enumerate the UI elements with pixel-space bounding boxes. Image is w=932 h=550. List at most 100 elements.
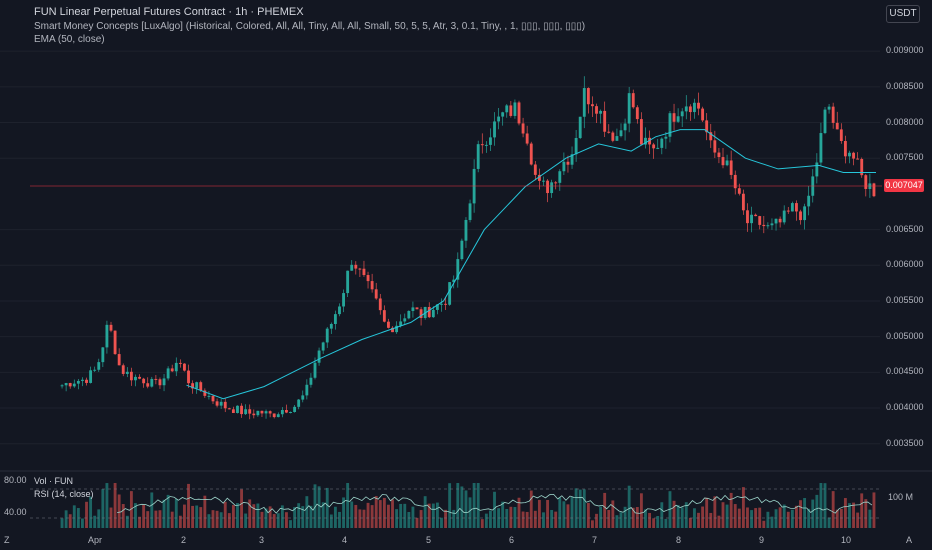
volume-bar bbox=[835, 509, 839, 528]
volume-bar bbox=[464, 490, 468, 528]
volume-bar bbox=[848, 503, 851, 528]
volume-bar bbox=[97, 509, 101, 528]
candle-body bbox=[741, 193, 745, 211]
candle-body bbox=[676, 116, 680, 122]
ema-indicator-label[interactable]: EMA (50, close) bbox=[34, 34, 105, 45]
candle-body bbox=[803, 206, 807, 221]
volume-bar bbox=[599, 506, 603, 528]
volume-bar bbox=[346, 483, 350, 528]
candle-body bbox=[203, 390, 207, 396]
candle-body bbox=[517, 102, 521, 124]
volume-bar bbox=[831, 491, 835, 528]
candle-body bbox=[623, 123, 627, 131]
volume-bar bbox=[529, 490, 533, 528]
candle-body bbox=[525, 133, 529, 144]
candle-body bbox=[672, 113, 676, 122]
candle-body bbox=[105, 324, 109, 348]
volume-label[interactable]: Vol · FUN bbox=[34, 476, 74, 486]
candle-body bbox=[860, 158, 864, 176]
volume-bar bbox=[444, 509, 447, 528]
candle-body bbox=[758, 216, 762, 225]
volume-bar bbox=[211, 510, 215, 528]
candle-body bbox=[733, 174, 737, 189]
volume-bar bbox=[289, 520, 292, 528]
volume-bar bbox=[480, 519, 484, 528]
volume-bar bbox=[333, 506, 337, 528]
candle-body bbox=[146, 383, 150, 387]
volume-bar bbox=[807, 508, 811, 528]
volume-bar bbox=[358, 509, 362, 528]
candle-body bbox=[790, 203, 794, 212]
candle-body bbox=[566, 161, 570, 165]
time-axis-label: 8 bbox=[676, 535, 682, 545]
candle-body bbox=[81, 379, 84, 381]
currency-button[interactable]: USDT bbox=[886, 5, 920, 23]
volume-bar bbox=[293, 507, 297, 528]
candle-body bbox=[872, 183, 876, 197]
candle-body bbox=[378, 298, 382, 311]
volume-bar bbox=[342, 497, 345, 528]
price-axis-label: 0.003500 bbox=[886, 437, 924, 448]
volume-bar bbox=[215, 510, 219, 528]
candle-body bbox=[660, 138, 664, 148]
volume-bar bbox=[672, 500, 676, 528]
volume-bar bbox=[803, 498, 807, 528]
time-axis-label: 5 bbox=[426, 535, 432, 545]
volume-bar bbox=[150, 492, 154, 528]
candle-body bbox=[639, 119, 643, 145]
volume-bar bbox=[256, 503, 260, 528]
candle-body bbox=[688, 106, 692, 113]
volume-bar bbox=[819, 483, 823, 528]
timezone-icon[interactable]: Z bbox=[4, 535, 10, 545]
candle-body bbox=[444, 303, 447, 305]
volume-bar bbox=[501, 501, 505, 528]
auto-scale-icon[interactable]: A bbox=[906, 535, 913, 545]
volume-bar bbox=[117, 494, 121, 528]
candle-body bbox=[546, 180, 549, 194]
candle-body bbox=[76, 380, 80, 384]
candle-body bbox=[680, 111, 684, 117]
volume-bar bbox=[187, 483, 190, 528]
volume-bar bbox=[440, 517, 443, 528]
volume-bar bbox=[350, 501, 354, 528]
candle-body bbox=[611, 132, 615, 141]
volume-bar bbox=[721, 502, 725, 528]
candle-body bbox=[558, 171, 562, 183]
volume-bar bbox=[456, 483, 460, 528]
candle-body bbox=[497, 116, 501, 122]
candle-body bbox=[280, 409, 284, 415]
candle-body bbox=[460, 240, 464, 260]
volume-bar bbox=[146, 511, 150, 528]
volume-bar bbox=[746, 507, 749, 528]
candle-body bbox=[321, 342, 325, 351]
volume-bar bbox=[860, 493, 864, 528]
volume-bar bbox=[517, 497, 521, 528]
volume-bar bbox=[280, 505, 284, 528]
candle-body bbox=[468, 203, 472, 220]
volume-bar bbox=[558, 497, 562, 528]
volume-bar bbox=[701, 506, 705, 528]
candle-body bbox=[109, 324, 113, 331]
volume-bar bbox=[391, 499, 394, 528]
candle-body bbox=[778, 218, 782, 223]
volume-bar bbox=[554, 511, 558, 528]
smc-indicator-label[interactable]: Smart Money Concepts [LuxAlgo] (Historic… bbox=[34, 21, 586, 32]
volume-bar bbox=[533, 510, 537, 528]
rsi-label[interactable]: RSI (14, close) bbox=[34, 489, 94, 499]
candle-body bbox=[244, 409, 248, 415]
volume-bar bbox=[219, 512, 223, 528]
volume-bar bbox=[272, 514, 276, 528]
volume-bar bbox=[509, 506, 513, 528]
volume-bar bbox=[639, 493, 643, 528]
volume-bar bbox=[778, 507, 782, 528]
candle-body bbox=[843, 141, 847, 157]
candle-body bbox=[358, 268, 362, 270]
volume-bar bbox=[770, 516, 774, 528]
volume-bar bbox=[754, 508, 758, 528]
volume-bar bbox=[839, 508, 843, 528]
candle-body bbox=[635, 107, 639, 120]
volume-bar bbox=[827, 517, 831, 528]
candle-body bbox=[395, 325, 399, 333]
candle-body bbox=[484, 144, 488, 146]
